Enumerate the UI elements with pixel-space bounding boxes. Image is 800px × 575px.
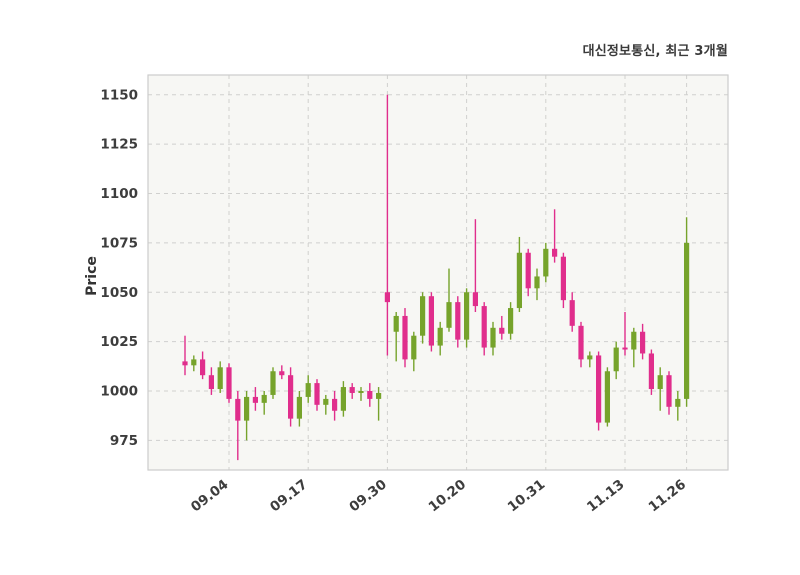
x-tick-label: 11.26 — [646, 477, 690, 516]
plot-background — [148, 75, 728, 470]
candle-body — [464, 292, 470, 340]
candle-body — [208, 375, 214, 390]
y-tick-label: 1000 — [100, 384, 138, 400]
plot-border — [147, 74, 729, 471]
y-tick-label: 1150 — [100, 87, 138, 103]
candle-body — [596, 355, 602, 423]
y-tick-label: 1125 — [100, 137, 138, 153]
candle-body — [640, 331, 646, 354]
candle-body — [552, 248, 558, 257]
candle-body — [499, 327, 505, 334]
candle-body — [226, 367, 232, 399]
candle-body — [587, 355, 593, 360]
y-tick-label: 1025 — [100, 334, 138, 350]
candle-body — [217, 367, 223, 390]
x-tick-label: 09.17 — [267, 477, 311, 516]
y-tick-label: 1100 — [100, 186, 138, 202]
candle-body — [296, 396, 302, 419]
candle-body — [516, 252, 522, 309]
candle-body — [428, 296, 434, 346]
candle-body — [261, 394, 267, 403]
y-tick-label: 1050 — [100, 285, 138, 301]
candle-body — [508, 308, 514, 334]
candle-body — [279, 371, 285, 376]
candle-body — [613, 347, 619, 372]
candle-body — [437, 327, 443, 346]
candle-body — [270, 371, 276, 395]
candle-body — [657, 375, 663, 390]
candle-body — [675, 398, 681, 407]
candle-body — [402, 315, 408, 360]
candle-body — [569, 300, 575, 326]
y-tick-label: 1075 — [100, 235, 138, 251]
candle-body — [604, 371, 610, 423]
candle-body — [666, 375, 672, 407]
x-tick-label: 11.13 — [584, 477, 628, 516]
chart-title: 대신정보통신, 최근 3개월 — [582, 44, 728, 59]
candle-body — [314, 383, 320, 405]
candle-body — [446, 302, 452, 328]
candle-body — [376, 392, 382, 399]
candle-body — [411, 335, 417, 360]
candle-body — [648, 353, 654, 390]
candle-body — [244, 396, 250, 421]
candle-body — [543, 248, 549, 277]
candle-body — [384, 292, 390, 303]
candle-body — [288, 375, 294, 419]
candle-body — [323, 398, 329, 405]
candle-body — [367, 391, 373, 399]
candle-body — [332, 398, 338, 411]
candle-body — [191, 359, 197, 366]
x-tick-label: 09.04 — [188, 477, 232, 516]
candle-body — [578, 325, 584, 360]
y-tick-label: 975 — [110, 433, 138, 449]
x-tick-label: 09.30 — [346, 477, 390, 516]
candle-body — [235, 398, 241, 421]
candle-body — [525, 252, 531, 289]
candle-body — [200, 359, 206, 376]
candle-body — [490, 327, 496, 348]
x-tick-label: 10.31 — [505, 477, 549, 516]
candle-body — [560, 256, 566, 301]
candle-body — [349, 387, 355, 393]
candle-body — [420, 296, 426, 336]
candle-body — [252, 396, 258, 403]
candle-body — [631, 331, 637, 350]
x-tick-label: 10.20 — [426, 477, 470, 516]
candle-body — [305, 383, 311, 397]
candle-body — [455, 302, 461, 340]
candle-body — [622, 347, 628, 350]
candle-body — [182, 361, 188, 366]
candle-body — [358, 391, 364, 393]
candle-body — [481, 306, 487, 348]
candle-body — [393, 315, 399, 332]
candle-body — [340, 387, 346, 411]
candle-body — [684, 242, 690, 399]
candle-body — [534, 276, 540, 289]
candle-body — [472, 292, 478, 307]
